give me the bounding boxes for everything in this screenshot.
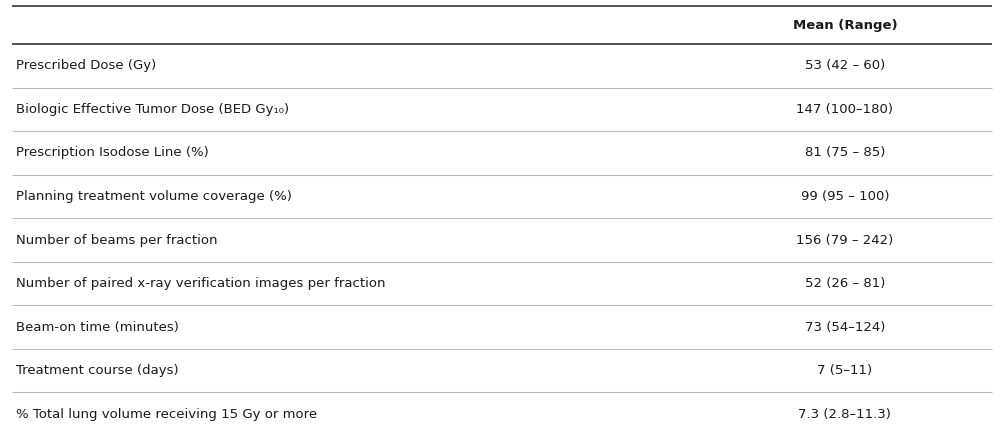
- Text: Mean (Range): Mean (Range): [791, 18, 897, 32]
- Text: Number of beams per fraction: Number of beams per fraction: [16, 234, 218, 246]
- Text: 147 (100–180): 147 (100–180): [795, 103, 893, 116]
- Text: Biologic Effective Tumor Dose (BED Gy₁₀): Biologic Effective Tumor Dose (BED Gy₁₀): [16, 103, 289, 116]
- Text: Planning treatment volume coverage (%): Planning treatment volume coverage (%): [16, 190, 292, 203]
- Text: Prescription Isodose Line (%): Prescription Isodose Line (%): [16, 147, 209, 159]
- Text: Prescribed Dose (Gy): Prescribed Dose (Gy): [16, 59, 156, 72]
- Text: 99 (95 – 100): 99 (95 – 100): [799, 190, 889, 203]
- Text: 52 (26 – 81): 52 (26 – 81): [803, 277, 885, 290]
- Text: % Total lung volume receiving 15 Gy or more: % Total lung volume receiving 15 Gy or m…: [16, 408, 317, 421]
- Text: 7.3 (2.8–11.3): 7.3 (2.8–11.3): [797, 408, 891, 421]
- Text: Number of paired x-ray verification images per fraction: Number of paired x-ray verification imag…: [16, 277, 385, 290]
- Text: Treatment course (days): Treatment course (days): [16, 364, 179, 377]
- Text: 53 (42 – 60): 53 (42 – 60): [804, 59, 884, 72]
- Text: Beam-on time (minutes): Beam-on time (minutes): [16, 321, 179, 334]
- Text: 73 (54–124): 73 (54–124): [803, 321, 885, 334]
- Text: 7 (5–11): 7 (5–11): [816, 364, 872, 377]
- Text: 81 (75 – 85): 81 (75 – 85): [803, 147, 885, 159]
- Text: 156 (79 – 242): 156 (79 – 242): [795, 234, 893, 246]
